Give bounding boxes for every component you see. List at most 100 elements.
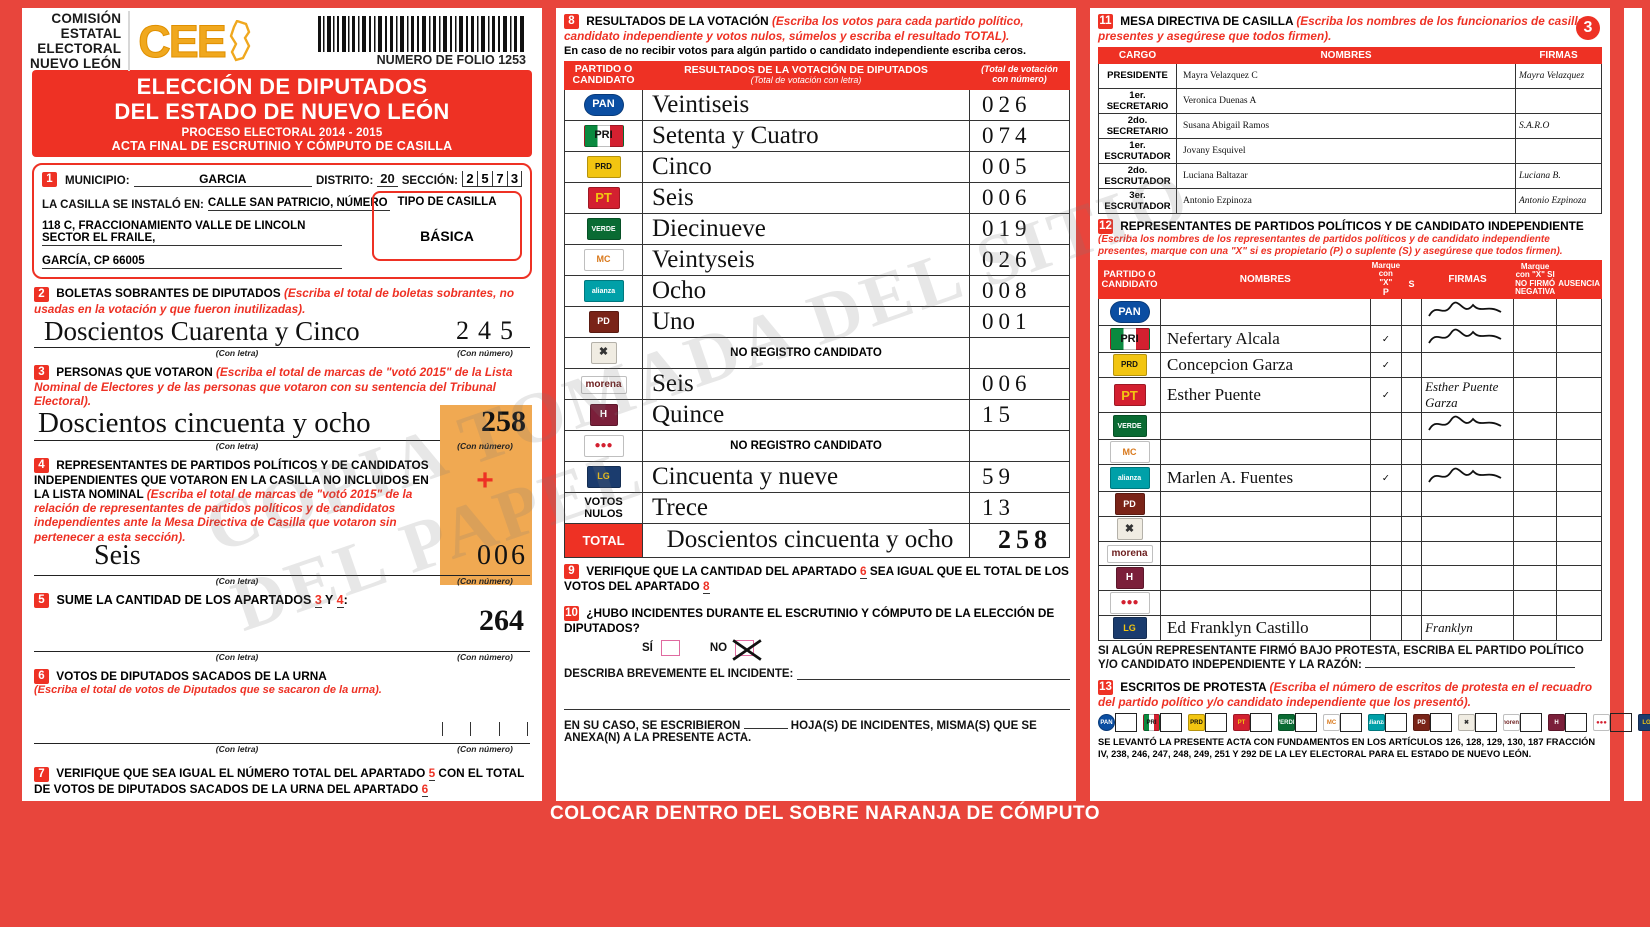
reps-row-negativa[interactable] (1513, 615, 1558, 642)
reps-row-nombre[interactable] (1160, 491, 1371, 518)
votes-row-letters[interactable]: Veintyseis (642, 243, 970, 276)
reps-row-s-checkbox[interactable] (1401, 464, 1423, 493)
section-5-value-number[interactable]: 264 (479, 603, 524, 637)
votes-row-number[interactable]: 026 (969, 88, 1070, 121)
votes-row-number[interactable]: 006 (969, 181, 1070, 214)
reps-row-p-checkbox[interactable] (1369, 590, 1403, 617)
mesa-row-firma[interactable]: Antonio Ezpinoza (1515, 187, 1602, 214)
reps-row-negativa[interactable] (1513, 377, 1558, 414)
total-number[interactable]: 258 (969, 522, 1070, 558)
votes-row-number[interactable]: 15 (969, 398, 1070, 431)
reps-row-s-checkbox[interactable] (1401, 352, 1423, 379)
mesa-row-nombre[interactable]: Susana Abigail Ramos (1176, 112, 1516, 139)
reps-row-s-checkbox[interactable] (1401, 491, 1423, 518)
mesa-row-firma[interactable]: Luciana B. (1515, 162, 1602, 189)
votos-nulos-letters[interactable]: Trece (642, 491, 970, 524)
reps-row-nombre[interactable] (1160, 298, 1371, 327)
reps-row-negativa[interactable] (1513, 325, 1558, 354)
reps-row-p-checkbox[interactable]: ✓ (1369, 352, 1403, 379)
reps-row-firma[interactable] (1421, 541, 1515, 567)
votes-row-number[interactable]: 006 (969, 367, 1070, 400)
reps-row-ausencia[interactable] (1556, 439, 1602, 466)
votes-row-number[interactable]: 019 (969, 212, 1070, 245)
reps-row-p-checkbox[interactable] (1369, 615, 1403, 642)
reps-row-p-checkbox[interactable]: ✓ (1369, 377, 1403, 414)
mesa-row-nombre[interactable]: Veronica Duenas A (1176, 87, 1516, 114)
reps-row-nombre[interactable] (1160, 590, 1371, 617)
reps-row-ausencia[interactable] (1556, 464, 1602, 493)
reps-row-p-checkbox[interactable] (1369, 412, 1403, 441)
describe-incidente-value[interactable] (797, 666, 1070, 680)
reps-row-ausencia[interactable] (1556, 590, 1602, 617)
protest-count-input[interactable] (1385, 713, 1407, 733)
section-4-value-number[interactable]: 006 (477, 539, 528, 571)
mesa-row-firma[interactable] (1515, 137, 1602, 164)
protest-count-input[interactable] (1250, 713, 1272, 733)
section-3-value-number[interactable]: 258 (481, 404, 526, 438)
reps-row-s-checkbox[interactable] (1401, 516, 1423, 543)
section-3-value-letter[interactable]: Doscientos cincuenta y ocho (38, 406, 371, 439)
reps-row-s-checkbox[interactable] (1401, 412, 1423, 441)
no-checkbox[interactable] (732, 638, 762, 661)
reps-row-ausencia[interactable] (1556, 541, 1602, 567)
tipo-casilla-value[interactable]: BÁSICA (420, 228, 474, 245)
votes-row-number[interactable]: 026 (969, 243, 1070, 276)
protest-count-input[interactable] (1475, 713, 1497, 733)
protest-count-input[interactable] (1295, 713, 1317, 733)
votes-row-number[interactable] (969, 336, 1070, 369)
reps-row-firma[interactable] (1421, 325, 1515, 354)
total-letters[interactable]: Doscientos cincuenta y ocho (642, 522, 970, 558)
reps-row-s-checkbox[interactable] (1401, 298, 1423, 327)
reps-row-s-checkbox[interactable] (1401, 325, 1423, 354)
votes-row-letters[interactable]: Cincuenta y nueve (642, 460, 970, 493)
reps-row-negativa[interactable] (1513, 491, 1558, 518)
reps-row-nombre[interactable] (1160, 541, 1371, 567)
reps-row-negativa[interactable] (1513, 464, 1558, 493)
protest-count-input[interactable] (1430, 713, 1452, 733)
reps-row-firma[interactable]: Esther Puente Garza (1421, 377, 1515, 414)
reps-row-negativa[interactable] (1513, 516, 1558, 543)
address-line-1[interactable]: CALLE SAN PATRICIO, NÚMERO (207, 194, 390, 212)
reps-row-p-checkbox[interactable] (1369, 298, 1403, 327)
mesa-row-firma[interactable]: Mayra Velazquez (1515, 62, 1602, 89)
reps-row-ausencia[interactable] (1556, 615, 1602, 642)
section-2-value-letter[interactable]: Doscientos Cuarenta y Cinco (44, 315, 360, 346)
reps-row-nombre[interactable] (1160, 516, 1371, 543)
distrito-value[interactable]: 20 (377, 171, 398, 188)
reps-row-firma[interactable] (1421, 439, 1515, 466)
address-line-2[interactable]: 118 C, FRACCIONAMIENTO VALLE DE LINCOLN … (42, 217, 342, 247)
reps-row-negativa[interactable] (1513, 590, 1558, 617)
votes-row-letters[interactable]: Quince (642, 398, 970, 431)
votes-row-number[interactable]: 008 (969, 274, 1070, 307)
reps-row-s-checkbox[interactable] (1401, 541, 1423, 567)
mesa-row-nombre[interactable]: Jovany Esquivel (1176, 137, 1516, 164)
votes-row-letters[interactable]: Ocho (642, 274, 970, 307)
protest-count-input[interactable] (1160, 713, 1182, 733)
reps-row-ausencia[interactable] (1556, 412, 1602, 441)
reps-row-firma[interactable] (1421, 590, 1515, 617)
votes-row-letters[interactable]: Veintiseis (642, 88, 970, 121)
votes-row-number[interactable]: 001 (969, 305, 1070, 338)
votos-nulos-number[interactable]: 13 (969, 491, 1070, 524)
reps-row-negativa[interactable] (1513, 565, 1558, 592)
reps-row-nombre[interactable]: Ed Franklyn Castillo (1160, 615, 1371, 642)
reps-row-s-checkbox[interactable] (1401, 565, 1423, 592)
reps-row-ausencia[interactable] (1556, 325, 1602, 354)
protest-note-value[interactable] (1365, 667, 1576, 669)
votes-row-number[interactable] (969, 429, 1070, 462)
reps-row-nombre[interactable] (1160, 412, 1371, 441)
protest-count-input[interactable] (1205, 713, 1227, 733)
reps-row-ausencia[interactable] (1556, 352, 1602, 379)
reps-row-s-checkbox[interactable] (1401, 590, 1423, 617)
protest-count-input[interactable] (1115, 713, 1137, 733)
reps-row-negativa[interactable] (1513, 439, 1558, 466)
reps-row-ausencia[interactable] (1556, 516, 1602, 543)
municipio-value[interactable]: GARCIA (133, 172, 312, 188)
reps-row-negativa[interactable] (1513, 298, 1558, 327)
reps-row-ausencia[interactable] (1556, 298, 1602, 327)
mesa-row-firma[interactable] (1515, 87, 1602, 114)
votes-row-letters[interactable]: Diecinueve (642, 212, 970, 245)
reps-row-s-checkbox[interactable] (1401, 377, 1423, 414)
protest-count-input[interactable] (1610, 713, 1632, 733)
reps-row-p-checkbox[interactable] (1369, 516, 1403, 543)
